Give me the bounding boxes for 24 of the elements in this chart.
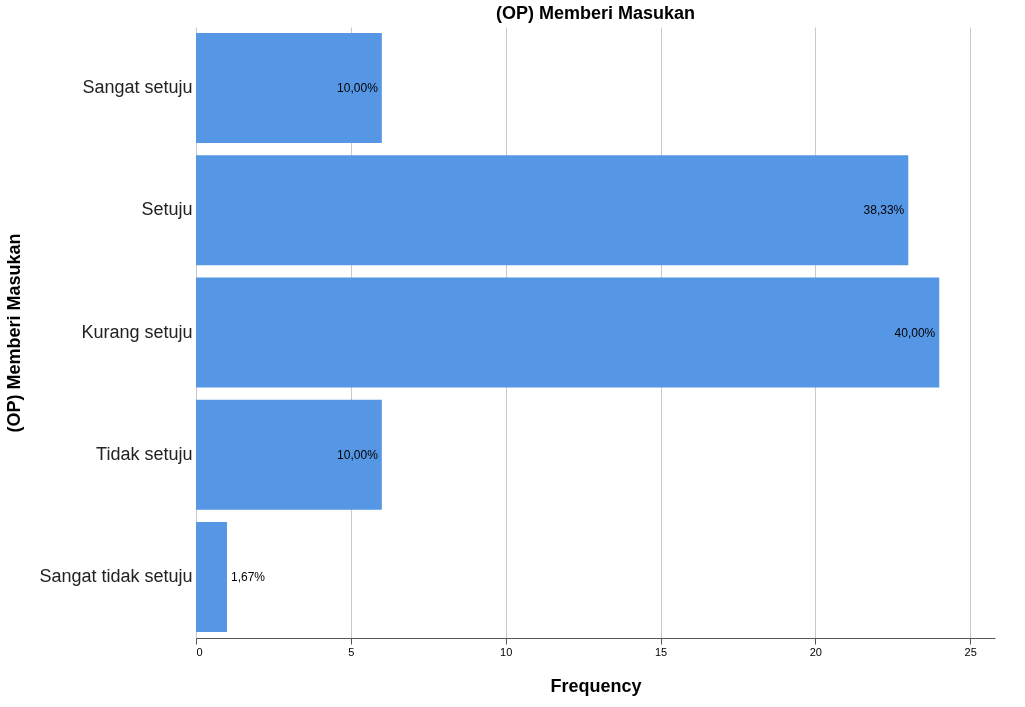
x-tick-label: 0	[196, 645, 203, 658]
annotation: 10,00%	[337, 447, 379, 462]
chart-title: (OP) Memberi Masukan	[495, 3, 696, 23]
bar	[196, 277, 940, 388]
bar	[196, 155, 909, 266]
y-tick-label: Setuju	[141, 199, 193, 220]
x-tick-label: 20	[809, 645, 822, 658]
x-tick-label: 15	[654, 645, 668, 658]
bar	[196, 399, 382, 510]
x-tick-label: 25	[964, 645, 977, 658]
y-tick-label: Tidak setuju	[96, 443, 193, 464]
y-tick-label: Sangat setuju	[82, 77, 193, 98]
x-tick-label: 10	[500, 645, 513, 658]
y-tick-label: Sangat tidak setuju	[39, 565, 193, 586]
annotation: 40,00%	[894, 325, 936, 340]
x-axis-title: Frequency	[550, 675, 642, 696]
y-tick-label: Kurang setuju	[81, 321, 193, 342]
bar	[196, 33, 382, 144]
y-axis-title: (OP) Memberi Masukan	[4, 233, 25, 433]
bar	[196, 521, 227, 632]
annotation: 38,33%	[863, 203, 905, 218]
annotation: 1,67%	[230, 569, 266, 584]
x-tick-label: 5	[348, 645, 355, 658]
annotation: 10,00%	[337, 81, 379, 96]
